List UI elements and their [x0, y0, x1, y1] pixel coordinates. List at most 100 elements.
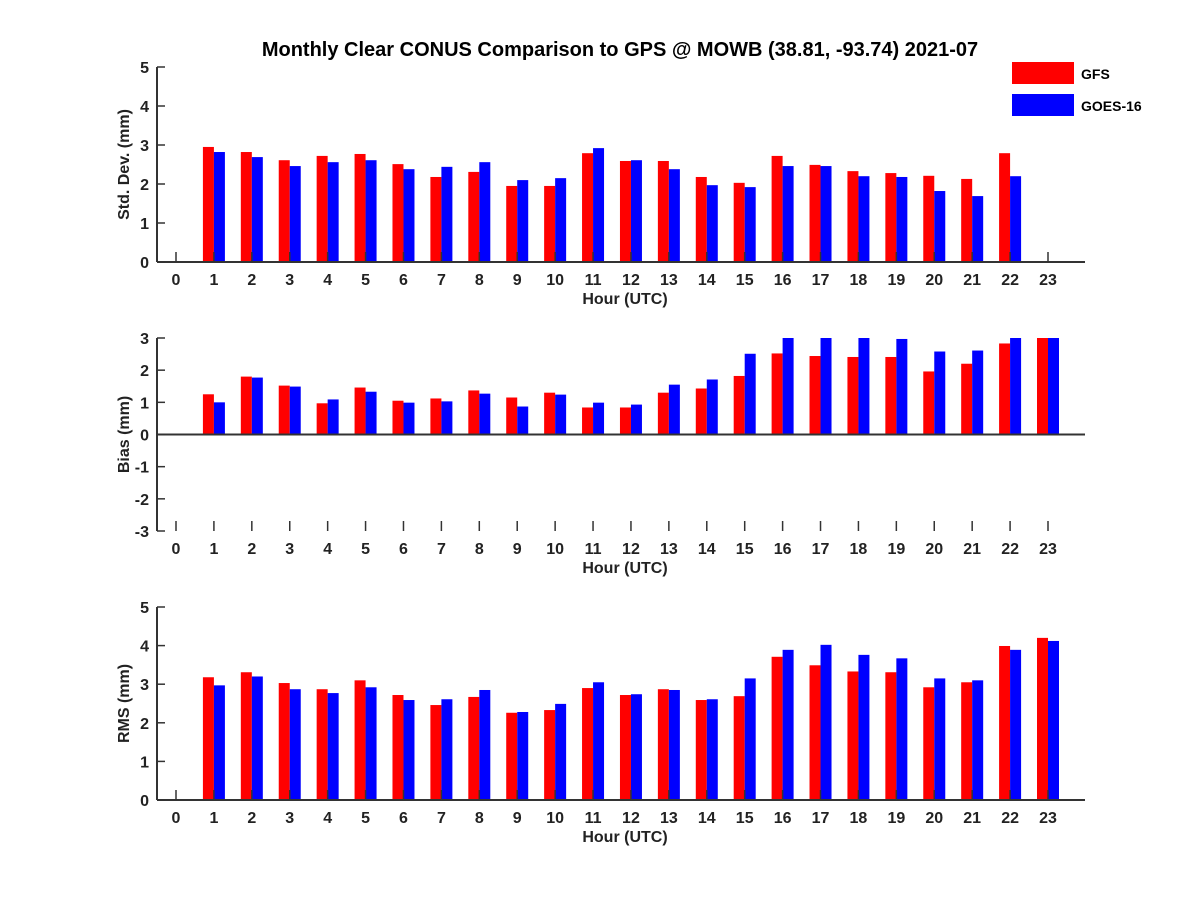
x-tick-label: 15 [736, 810, 754, 827]
y-tick-label: 5 [140, 600, 149, 617]
x-tick-label: 8 [475, 810, 484, 827]
bar-goes-16-hour-6 [403, 169, 415, 262]
bar-gfs-hour-13 [657, 689, 669, 800]
bar-gfs-hour-12 [619, 160, 631, 262]
bar-gfs-hour-7 [430, 705, 442, 800]
x-tick-label: 22 [1001, 272, 1019, 289]
bar-goes-16-hour-13 [668, 689, 680, 800]
bar-goes-16-hour-16 [782, 338, 794, 435]
bar-gfs-hour-19 [885, 672, 897, 800]
bar-gfs-hour-5 [354, 153, 366, 262]
bar-goes-16-hour-13 [668, 384, 680, 435]
bar-goes-16-hour-17 [820, 166, 832, 262]
x-tick-label: 22 [1001, 810, 1019, 827]
x-tick-label: 17 [812, 541, 830, 558]
bar-goes-16-hour-4 [327, 162, 339, 262]
bar-gfs-hour-21 [961, 682, 973, 800]
bar-goes-16-hour-23 [1048, 338, 1059, 435]
bar-gfs-hour-15 [733, 375, 745, 435]
x-tick-label: 0 [172, 272, 181, 289]
x-tick-label: 5 [361, 541, 370, 558]
bar-gfs-hour-10 [544, 392, 556, 435]
bar-gfs-hour-6 [392, 400, 404, 435]
bar-gfs-hour-9 [506, 712, 518, 800]
x-tick-label: 4 [323, 810, 332, 827]
bar-gfs-hour-22 [999, 153, 1011, 262]
x-tick-label: 12 [622, 810, 640, 827]
y-tick-label: 4 [140, 639, 149, 656]
bar-goes-16-hour-11 [593, 148, 605, 262]
bar-goes-16-hour-2 [251, 377, 263, 435]
x-tick-label: 20 [925, 810, 943, 827]
y-tick-label: 1 [140, 754, 149, 771]
x-tick-label: 3 [285, 541, 294, 558]
x-tick-label: 15 [736, 272, 754, 289]
y-tick-label: 1 [140, 395, 149, 412]
bar-goes-16-hour-21 [972, 196, 984, 262]
bar-gfs-hour-7 [430, 176, 442, 262]
x-tick-label: 14 [698, 272, 716, 289]
bar-gfs-hour-20 [923, 371, 935, 435]
y-tick-label: 5 [140, 60, 149, 77]
bar-gfs-hour-2 [240, 376, 252, 435]
bar-goes-16-hour-10 [555, 703, 567, 800]
bar-goes-16-hour-7 [441, 166, 453, 262]
x-tick-label: 1 [209, 810, 218, 827]
x-tick-label: 2 [247, 272, 256, 289]
legend: GFS GOES-16 [1012, 62, 1142, 116]
x-tick-label: 20 [925, 272, 943, 289]
chart-title: Monthly Clear CONUS Comparison to GPS @ … [262, 39, 978, 61]
y-tick-label: -3 [135, 524, 149, 541]
x-tick-label: 9 [513, 541, 522, 558]
x-tick-label: 21 [963, 272, 981, 289]
bar-goes-16-hour-17 [820, 338, 832, 435]
x-tick-label: 17 [812, 810, 830, 827]
x-tick-label: 7 [437, 541, 446, 558]
bar-gfs-hour-14 [695, 388, 707, 435]
bar-goes-16-hour-9 [517, 406, 529, 435]
x-tick-label: 10 [546, 272, 564, 289]
bar-gfs-hour-18 [847, 671, 859, 800]
x-tick-label: 12 [622, 272, 640, 289]
x-axis-label: Hour (UTC) [582, 560, 667, 577]
bar-goes-16-hour-1 [213, 152, 225, 262]
bar-goes-16-hour-11 [593, 402, 605, 435]
x-tick-label: 23 [1039, 810, 1057, 827]
x-tick-label: 15 [736, 541, 754, 558]
bar-goes-16-hour-19 [896, 658, 908, 800]
x-tick-label: 20 [925, 541, 943, 558]
bar-gfs-hour-1 [202, 394, 214, 435]
bar-gfs-hour-16 [771, 155, 783, 262]
bar-gfs-hour-8 [468, 171, 480, 262]
x-tick-label: 14 [698, 810, 716, 827]
bar-goes-16-hour-7 [441, 699, 453, 800]
bar-gfs-hour-19 [885, 173, 897, 262]
y-tick-label: 3 [140, 138, 149, 155]
x-tick-label: 13 [660, 272, 678, 289]
bar-gfs-hour-12 [619, 695, 631, 800]
x-tick-label: 23 [1039, 272, 1057, 289]
bar-gfs-hour-11 [582, 688, 594, 800]
y-tick-label: 0 [140, 428, 149, 445]
y-axis-label: Std. Dev. (mm) [116, 109, 133, 220]
bar-goes-16-hour-10 [555, 178, 567, 262]
x-tick-label: 9 [513, 810, 522, 827]
x-tick-label: 11 [585, 541, 602, 558]
x-tick-label: 1 [209, 541, 218, 558]
y-tick-label: 1 [140, 216, 149, 233]
bar-gfs-hour-17 [809, 164, 821, 262]
x-tick-label: 21 [963, 810, 981, 827]
y-tick-label: 3 [140, 331, 149, 348]
bar-goes-16-hour-3 [289, 386, 301, 435]
bar-gfs-hour-19 [885, 356, 897, 435]
bar-goes-16-hour-8 [479, 393, 491, 435]
bar-goes-16-hour-13 [668, 169, 680, 262]
x-tick-label: 5 [361, 272, 370, 289]
x-tick-label: 11 [585, 272, 602, 289]
bar-goes-16-hour-15 [744, 678, 756, 800]
bar-goes-16-hour-21 [972, 680, 984, 800]
x-tick-label: 5 [361, 810, 370, 827]
bar-gfs-hour-14 [695, 700, 707, 800]
